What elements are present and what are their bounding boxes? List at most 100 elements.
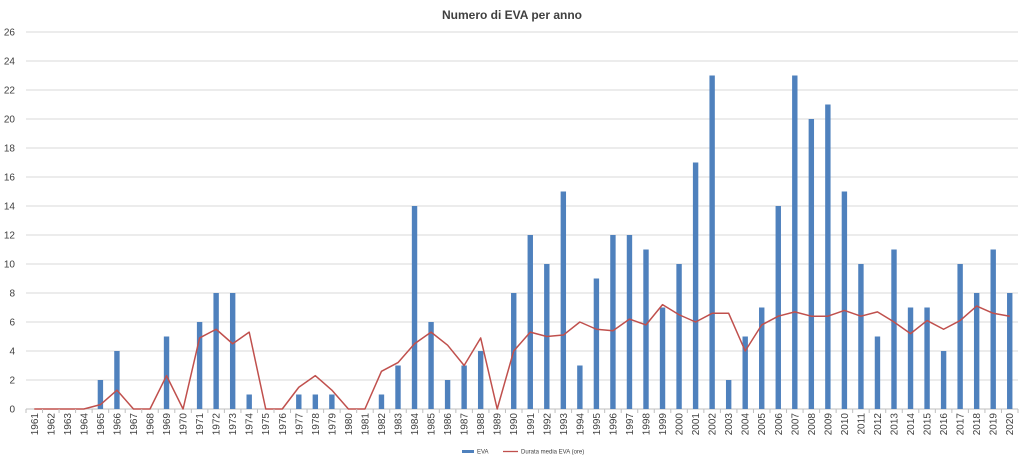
x-tick-label: 2005 — [757, 413, 768, 436]
bar-eva-2016 — [940, 351, 947, 409]
x-tick-label: 1985 — [427, 413, 438, 436]
bar-eva-2004 — [742, 336, 748, 409]
bar-eva-1996 — [610, 235, 616, 409]
bar-eva-2012 — [874, 336, 881, 409]
x-tick-label: 1982 — [377, 413, 388, 436]
x-tick-label: 2008 — [807, 413, 818, 436]
y-tick-label: 22 — [4, 86, 16, 97]
bar-eva-1966 — [114, 351, 120, 409]
bar-eva-2003 — [725, 380, 732, 409]
x-tick-label: 2004 — [741, 413, 752, 436]
bar-eva-2020 — [1007, 293, 1013, 409]
x-tick-label: 1978 — [311, 413, 322, 436]
x-tick-label: 2000 — [675, 413, 686, 436]
x-tick-label: 1962 — [46, 413, 57, 436]
x-tick-label: 2009 — [823, 413, 834, 436]
x-tick-label: 1971 — [195, 413, 206, 436]
x-tick-label: 1965 — [96, 413, 107, 436]
x-tick-label: 1983 — [394, 413, 405, 436]
x-tick-label: 1984 — [410, 413, 421, 436]
x-tick-label: 1998 — [642, 413, 653, 436]
bar-eva-2013 — [891, 249, 897, 409]
x-tick-label: 1964 — [79, 413, 90, 436]
y-tick-label: 24 — [4, 57, 16, 68]
bar-eva-1987 — [461, 365, 467, 409]
bar-eva-1983 — [395, 365, 401, 409]
x-axis: 1961 1962 1963 1964 1965 1966 1967 1968 1969 1970… — [25, 409, 1019, 436]
bar-eva-1977 — [296, 394, 302, 409]
bar-eva-2005 — [759, 307, 765, 409]
bar-eva-1978 — [312, 394, 319, 409]
x-tick-label: 2006 — [774, 413, 785, 436]
y-tick-label: 20 — [4, 115, 16, 126]
x-tick-label: 2012 — [873, 413, 884, 436]
bar-eva-1972 — [213, 293, 219, 409]
x-tick-label: 1975 — [261, 413, 272, 436]
bar-eva-2018 — [973, 293, 980, 409]
bar-eva-1999 — [659, 307, 666, 409]
legend: EVA Durata media EVA (ore) — [462, 450, 584, 456]
bar-eva-1965 — [97, 380, 104, 409]
legend-duration-label: Durata media EVA (ore) — [521, 450, 584, 456]
x-tick-label: 2014 — [906, 413, 917, 436]
x-tick-label: 1974 — [245, 413, 256, 436]
x-tick-label: 2010 — [840, 413, 851, 436]
bar-eva-1994 — [577, 365, 583, 409]
bar-eva-1974 — [246, 394, 252, 409]
x-tick-label: 2001 — [691, 413, 702, 436]
bar-eva-2015 — [924, 307, 930, 409]
bar-eva-1998 — [643, 249, 649, 409]
x-tick-label: 1976 — [278, 413, 289, 436]
x-tick-label: 1987 — [460, 413, 471, 436]
bar-eva-1988 — [477, 351, 484, 409]
x-tick-label: 2007 — [790, 413, 801, 436]
bar-eva-1979 — [329, 394, 335, 409]
x-tick-label: 1997 — [625, 413, 636, 436]
x-tick-label: 1994 — [575, 413, 586, 436]
x-tick-label: 1995 — [592, 413, 603, 436]
bar-eva-1993 — [560, 191, 567, 409]
y-tick-label: 2 — [9, 376, 15, 387]
y-tick-label: 0 — [9, 405, 15, 416]
bar-eva-1985 — [428, 322, 434, 409]
bar-eva-2019 — [990, 249, 996, 409]
x-tick-label: 1968 — [146, 413, 157, 436]
bar-eva-2002 — [709, 75, 715, 409]
bar-eva-2017 — [957, 264, 963, 409]
x-tick-label: 1972 — [212, 413, 223, 436]
x-tick-label: 1996 — [608, 413, 619, 436]
x-tick-label: 1986 — [443, 413, 454, 436]
bar-eva-2011 — [858, 264, 864, 409]
x-tick-label: 1999 — [658, 413, 669, 436]
bar-eva-1986 — [444, 380, 451, 409]
x-tick-label: 1980 — [344, 413, 355, 436]
bar-eva-2001 — [692, 162, 699, 409]
x-tick-label: 1966 — [112, 413, 123, 436]
y-tick-label: 8 — [9, 289, 15, 300]
y-tick-label: 4 — [9, 347, 15, 358]
bar-eva-1984 — [411, 206, 418, 409]
y-tick-label: 14 — [4, 202, 16, 213]
x-tick-label: 2018 — [972, 413, 983, 436]
x-tick-label: 2019 — [989, 413, 1000, 436]
y-tick-label: 10 — [4, 260, 16, 271]
line-durata-media — [34, 303, 1010, 410]
x-tick-label: 2013 — [890, 413, 901, 436]
y-tick-label: 26 — [4, 28, 16, 39]
bar-eva-1973 — [229, 293, 236, 409]
x-tick-label: 2003 — [724, 413, 735, 436]
y-tick-label: 18 — [4, 144, 16, 155]
bar-eva-1995 — [593, 278, 600, 409]
bar-series — [97, 75, 1013, 409]
x-tick-label: 1961 — [30, 413, 41, 436]
x-tick-label: 1973 — [228, 413, 239, 436]
bar-eva-2000 — [676, 264, 682, 409]
x-tick-label: 1963 — [63, 413, 74, 436]
x-tick-label: 1970 — [179, 413, 190, 436]
x-tick-label: 1989 — [493, 413, 504, 436]
x-tick-label: 1967 — [129, 413, 140, 436]
x-tick-label: 2016 — [939, 413, 950, 436]
x-tick-label: 2002 — [708, 413, 719, 436]
